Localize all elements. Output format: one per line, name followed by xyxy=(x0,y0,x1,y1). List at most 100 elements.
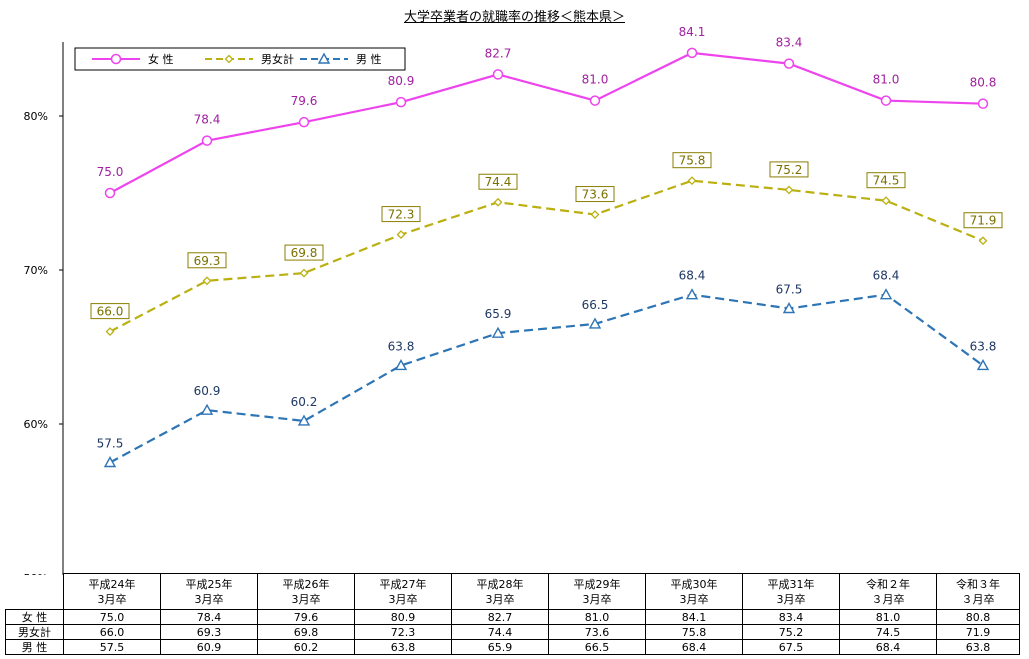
series-line xyxy=(109,293,984,464)
data-label: 68.4 xyxy=(679,269,706,283)
table-cell: 68.4 xyxy=(839,639,937,655)
data-point xyxy=(395,96,407,108)
data-point xyxy=(491,326,505,338)
data-point xyxy=(492,69,504,80)
data-label: 73.6 xyxy=(582,188,609,202)
table-cell: 75.2 xyxy=(742,624,840,640)
data-label: 82.7 xyxy=(485,46,512,60)
data-point xyxy=(105,327,115,337)
data-label: 63.8 xyxy=(388,339,415,353)
data-label: 81.0 xyxy=(582,73,609,87)
table-row: 男 性 57.5 60.9 60.2 63.8 65.9 66.5 68.4 67.5 68.4 6… xyxy=(5,639,1020,655)
x-category-label: 平成26年 3月卒 xyxy=(257,573,355,610)
data-label-box xyxy=(963,212,1003,229)
x-category-label: 平成24年 3月卒 xyxy=(63,573,161,610)
series-line xyxy=(109,179,984,333)
table-row-label: 男女計 xyxy=(5,624,64,640)
data-point xyxy=(104,187,116,199)
y-tick-label: 70% xyxy=(24,264,48,277)
legend-marker xyxy=(110,53,122,65)
data-label: 75.2 xyxy=(776,163,803,177)
data-point xyxy=(976,359,990,371)
data-label-box xyxy=(478,173,518,190)
legend-label: 男 性 xyxy=(356,52,382,66)
legend-label: 男女計 xyxy=(261,52,294,66)
table-cell: 82.7 xyxy=(451,609,549,625)
data-point xyxy=(297,414,311,426)
data-label: 81.0 xyxy=(873,73,900,87)
data-point xyxy=(978,236,988,246)
data-label: 69.3 xyxy=(194,254,221,268)
table-cell: 75.0 xyxy=(63,609,161,625)
table-cell: 60.2 xyxy=(257,639,355,655)
data-label: 83.4 xyxy=(776,36,803,50)
data-point xyxy=(202,276,212,286)
data-label: 75.8 xyxy=(679,154,706,168)
table-row-label: 男 性 xyxy=(5,639,64,655)
table-cell: 66.5 xyxy=(548,639,646,655)
table-cell: 79.6 xyxy=(257,609,355,625)
data-label-box xyxy=(284,244,324,261)
data-point xyxy=(588,317,602,329)
data-point xyxy=(394,359,408,371)
data-point xyxy=(493,197,503,207)
chart-title: 大学卒業者の就職率の推移＜熊本県＞ xyxy=(403,10,625,25)
table-row: 女 性 75.0 78.4 79.6 80.9 82.7 81.0 84.1 83.4 81.0 8… xyxy=(5,609,1020,625)
table-cell: 57.5 xyxy=(63,639,161,655)
data-point xyxy=(783,58,795,69)
x-category-label: 平成29年 3月卒 xyxy=(548,573,646,610)
data-label: 68.4 xyxy=(873,269,900,283)
data-point xyxy=(782,302,796,314)
data-point xyxy=(686,47,698,59)
data-label-box xyxy=(575,186,615,203)
data-label: 75.0 xyxy=(97,165,124,179)
data-point xyxy=(687,176,697,186)
table-corner xyxy=(5,573,64,610)
x-category-label: 平成25年 3月卒 xyxy=(160,573,258,610)
table-cell: 81.0 xyxy=(839,609,937,625)
table-cell: 65.9 xyxy=(451,639,549,655)
x-category-label: 平成28年 3月卒 xyxy=(451,573,549,610)
data-label: 60.2 xyxy=(291,395,318,409)
x-category-label: 平成30年 3月卒 xyxy=(645,573,743,610)
table-cell: 60.9 xyxy=(160,639,258,655)
legend-label: 女 性 xyxy=(148,52,174,66)
table-cell: 69.8 xyxy=(257,624,355,640)
x-category-label: 平成27年 3月卒 xyxy=(354,573,452,610)
data-table: 平成24年 3月卒 平成25年 3月卒 平成26年 3月卒 平成27年 3月卒 平成28… xyxy=(5,573,1020,655)
data-label-box xyxy=(381,206,421,223)
data-point xyxy=(298,116,310,128)
data-point xyxy=(201,135,213,146)
table-cell: 80.8 xyxy=(936,609,1020,625)
table-cell: 80.9 xyxy=(354,609,452,625)
data-label: 71.9 xyxy=(970,214,997,228)
table-cell: 66.0 xyxy=(63,624,161,640)
x-category-label: 平成31年 3月卒 xyxy=(742,573,840,610)
table-row: 男女計 66.0 69.3 69.8 72.3 74.4 73.6 75.8 75.2 74.5 7… xyxy=(5,624,1020,640)
series-line xyxy=(109,51,984,194)
data-label: 72.3 xyxy=(388,208,415,222)
data-label: 63.8 xyxy=(970,339,997,353)
table-row-label: 女 性 xyxy=(5,609,64,625)
data-label: 79.6 xyxy=(291,94,318,108)
data-label-box xyxy=(769,161,809,178)
data-label: 67.5 xyxy=(776,283,803,297)
data-label: 80.8 xyxy=(970,76,997,90)
data-point xyxy=(881,196,891,206)
table-cell: 81.0 xyxy=(548,609,646,625)
table-cell: 63.8 xyxy=(936,639,1020,655)
data-label: 80.9 xyxy=(388,74,415,88)
data-point xyxy=(685,288,699,300)
legend-marker xyxy=(224,54,234,64)
data-label: 74.4 xyxy=(485,175,512,189)
legend-marker xyxy=(317,52,331,64)
data-label: 66.5 xyxy=(582,298,609,312)
table-cell: 63.8 xyxy=(354,639,452,655)
table-cell: 73.6 xyxy=(548,624,646,640)
table-cell: 78.4 xyxy=(160,609,258,625)
table-cell: 71.9 xyxy=(936,624,1020,640)
table-cell: 83.4 xyxy=(742,609,840,625)
table-cell: 67.5 xyxy=(742,639,840,655)
table-cell: 74.5 xyxy=(839,624,937,640)
table-cell: 74.4 xyxy=(451,624,549,640)
